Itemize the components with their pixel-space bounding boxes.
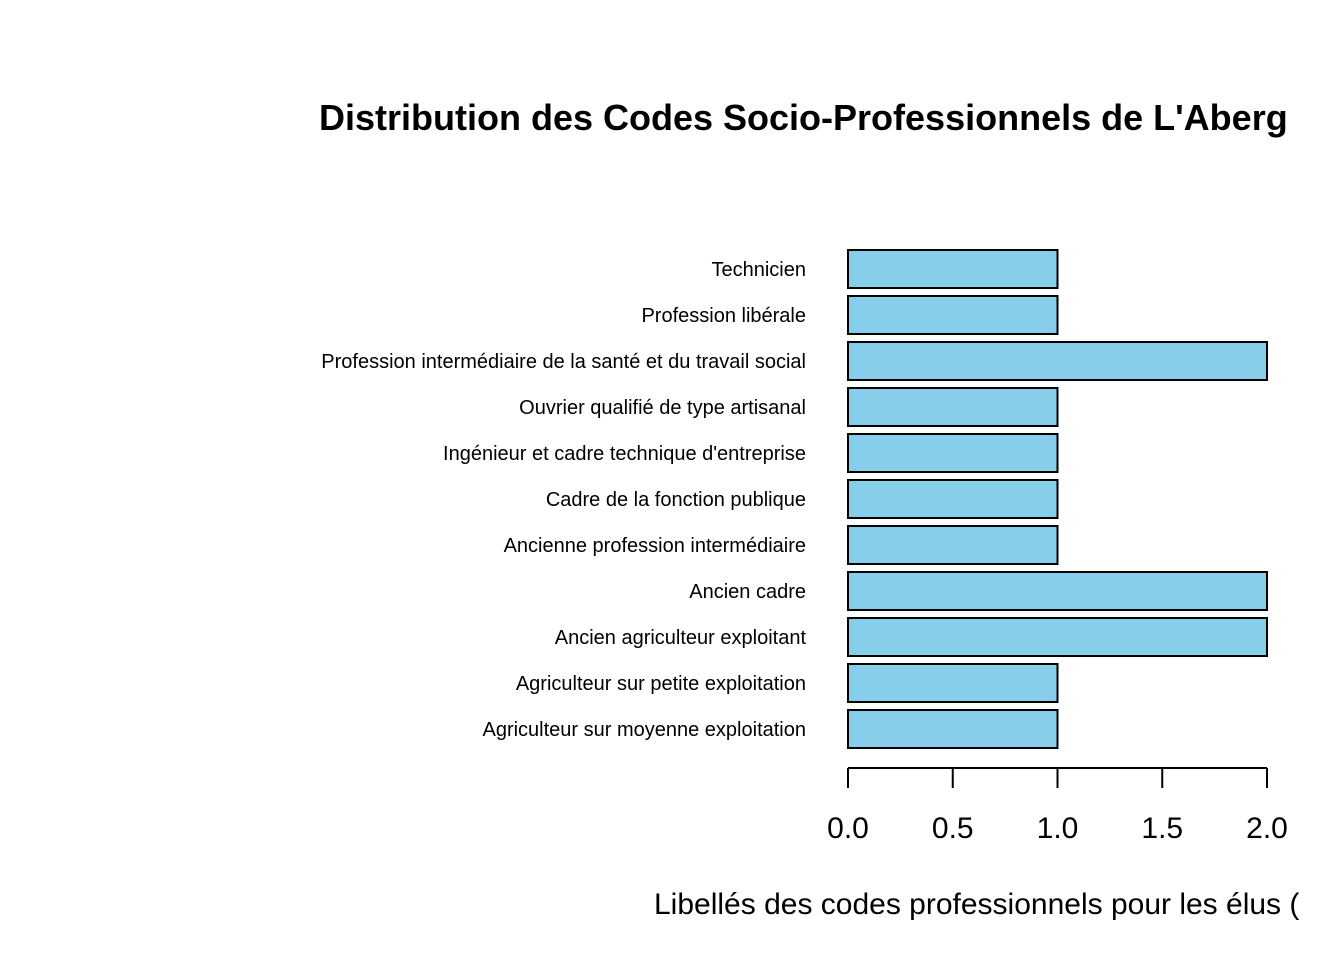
category-label: Ancien agriculteur exploitant — [555, 627, 807, 649]
category-label: Agriculteur sur moyenne exploitation — [482, 719, 806, 741]
category-labels: Agriculteur sur moyenne exploitation Agri… — [321, 259, 806, 741]
bar — [847, 249, 1059, 289]
x-tick-label: 0.5 — [932, 812, 974, 845]
bar — [847, 341, 1268, 381]
x-tick-label: 1.5 — [1141, 812, 1183, 845]
x-axis: 0.0 0.5 1.0 1.5 2.0 — [827, 767, 1288, 845]
category-label: Profession intermédiaire de la santé et … — [321, 351, 806, 373]
bar — [847, 479, 1059, 519]
category-label: Agriculteur sur petite exploitation — [516, 673, 806, 695]
x-tick-label: 0.0 — [827, 812, 869, 845]
category-label: Cadre de la fonction publique — [546, 489, 806, 511]
bar — [847, 387, 1059, 427]
category-label: Ancienne profession intermédiaire — [504, 535, 806, 557]
category-label: Ancien cadre — [689, 581, 806, 603]
bar — [847, 617, 1268, 657]
category-label: Ouvrier qualifié de type artisanal — [519, 397, 806, 419]
bars-group — [847, 249, 1268, 749]
bar — [847, 433, 1059, 473]
bar — [847, 571, 1268, 611]
x-tick-label: 1.0 — [1037, 812, 1079, 845]
bar — [847, 525, 1059, 565]
category-label: Profession libérale — [641, 305, 806, 327]
bar — [847, 709, 1059, 749]
x-axis-label: Libellés des codes professionnels pour l… — [654, 888, 1299, 921]
category-label: Technicien — [711, 259, 806, 281]
category-label: Ingénieur et cadre technique d'entrepris… — [443, 443, 806, 465]
bar — [847, 663, 1059, 703]
x-tick-label: 2.0 — [1246, 812, 1288, 845]
bar — [847, 295, 1059, 335]
chart-title: Distribution des Codes Socio-Professionn… — [319, 97, 1288, 138]
